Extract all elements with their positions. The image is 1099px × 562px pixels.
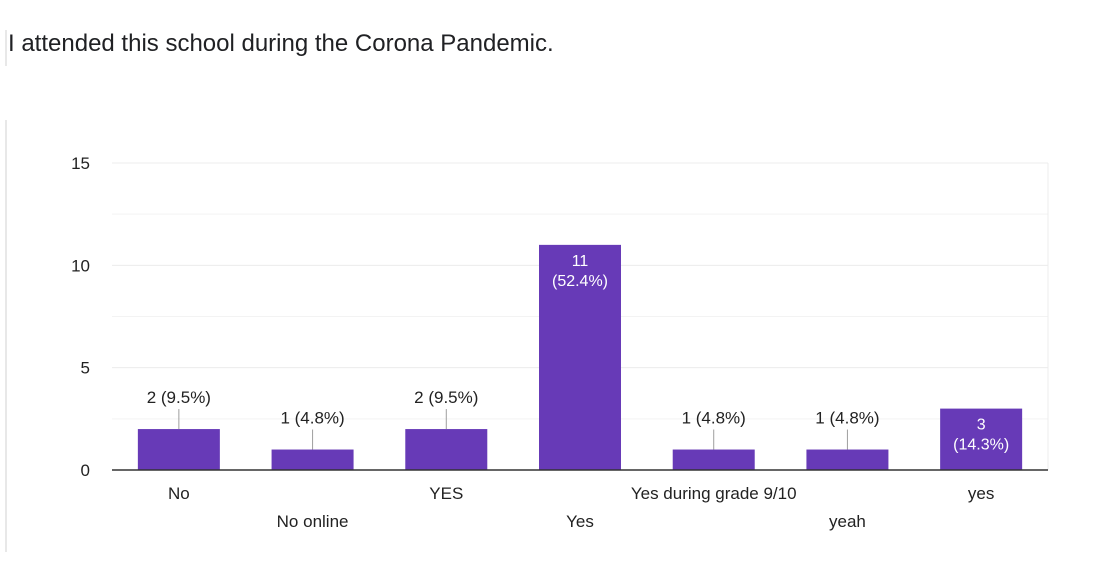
bar [940,408,1023,470]
question-accent-rule-chart [5,120,7,552]
data-label: (14.3%) [953,437,1009,454]
data-label: 2 (9.5%) [147,388,211,407]
data-label: 11 [572,253,589,270]
y-tick-label: 15 [71,154,90,173]
x-tick-label: yes [968,484,994,503]
data-label: (52.4%) [552,273,608,290]
question-accent-rule-top [5,30,7,66]
data-label: 3 [977,417,986,434]
question-title: I attended this school during the Corona… [8,30,554,57]
y-tick-label: 0 [81,461,90,480]
data-label: 1 (4.8%) [682,409,746,428]
x-tick-label: yeah [829,512,866,531]
x-tick-label: No online [277,512,349,531]
bar [672,449,755,470]
x-tick-label: No [168,484,190,503]
x-tick-label: YES [429,484,463,503]
y-tick-label: 5 [81,359,90,378]
y-tick-label: 10 [71,256,90,275]
bar [405,429,488,470]
data-label: 1 (4.8%) [280,409,344,428]
bar [539,244,621,470]
x-tick-label: Yes during grade 9/10 [631,484,797,503]
bar [137,429,220,470]
data-label: 2 (9.5%) [414,388,478,407]
x-tick-label: Yes [566,512,594,531]
data-label: 1 (4.8%) [815,409,879,428]
bar [806,449,889,470]
bar [271,449,354,470]
